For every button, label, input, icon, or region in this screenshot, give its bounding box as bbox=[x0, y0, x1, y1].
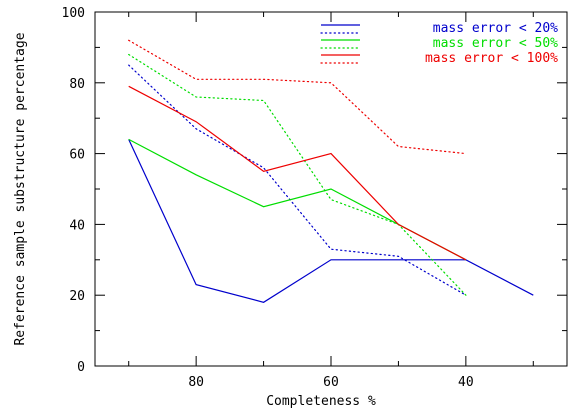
legend-label: mass error < 100% bbox=[425, 51, 558, 66]
y-tick-label: 40 bbox=[69, 218, 85, 233]
series-line-1-dotted bbox=[128, 64, 467, 296]
series-line-3-dotted bbox=[128, 53, 467, 296]
axes-layer: 80 60 40 0 20 40 60 80 100 bbox=[62, 6, 568, 390]
x-tick-label: 80 bbox=[188, 375, 204, 390]
legend-label: mass error < 20% bbox=[433, 21, 558, 36]
x-axis-label: Completeness % bbox=[266, 394, 376, 409]
series-line-2-solid bbox=[128, 138, 467, 261]
y-tick-label: 80 bbox=[69, 77, 85, 92]
y-tick-label: 20 bbox=[69, 289, 85, 304]
legend: mass error < 20%mass error < 50%mass err… bbox=[320, 21, 558, 66]
y-tick-label: 0 bbox=[77, 360, 85, 375]
x-tick-label: 60 bbox=[323, 375, 339, 390]
x-tick-label: 40 bbox=[458, 375, 474, 390]
y-tick-label: 100 bbox=[62, 6, 85, 21]
series-line-4-solid bbox=[128, 85, 467, 261]
series-line-5-dotted bbox=[128, 39, 467, 155]
series-layer bbox=[128, 39, 534, 303]
y-tick-label: 60 bbox=[69, 148, 85, 163]
legend-label: mass error < 50% bbox=[433, 36, 558, 51]
series-line-0-solid bbox=[128, 139, 534, 303]
y-axis-label: Reference sample substructure percentage bbox=[13, 32, 28, 345]
